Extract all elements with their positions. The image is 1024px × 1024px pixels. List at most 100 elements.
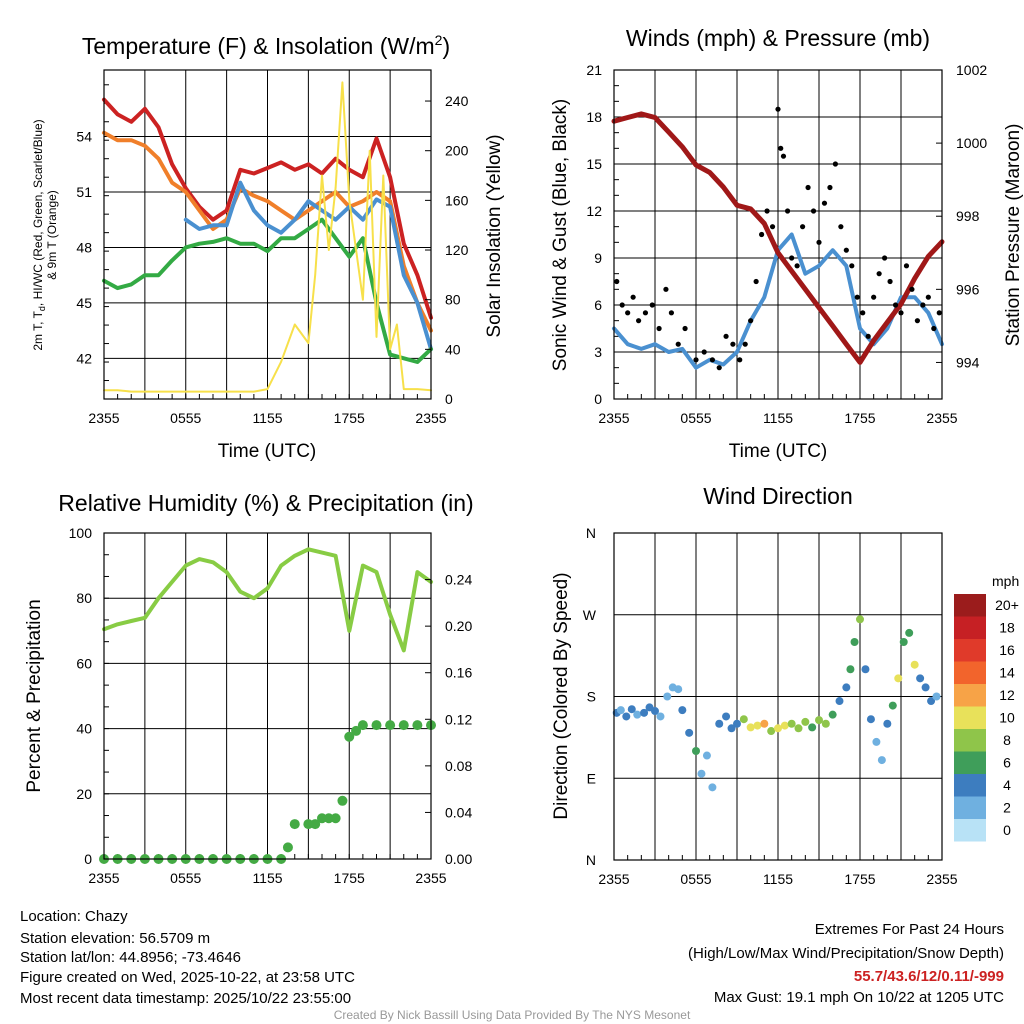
direction-point (767, 727, 776, 736)
y-tick-label: N (586, 852, 596, 868)
gust-point (709, 357, 716, 363)
y-tick-label: 0 (84, 851, 92, 867)
y-tick-label: 15 (586, 156, 602, 172)
direction-point (780, 721, 789, 730)
direction-point (815, 716, 823, 725)
direction-point (899, 638, 908, 646)
y-tick-label: 51 (76, 184, 92, 200)
x-tick-label: 1755 (844, 871, 875, 887)
direction-point (702, 751, 711, 760)
direction-point (787, 719, 796, 728)
info-location: Location: Chazy (20, 908, 128, 925)
colorbar-label: 10 (999, 710, 1015, 726)
colorbar-label: 6 (1003, 755, 1011, 771)
direction-point (910, 660, 919, 669)
info-created: Figure created on Wed, 2025-10-22, at 23… (20, 969, 355, 986)
y-right-tick-label: 0.04 (445, 804, 472, 820)
direction-point (894, 674, 903, 683)
direction-point (856, 615, 864, 624)
y-right-tick-label: 200 (445, 143, 469, 159)
direction-point (801, 717, 810, 726)
colorbar-label: 14 (999, 665, 1015, 681)
precipitation-point (310, 819, 321, 830)
direction-point (727, 724, 736, 733)
direction-point (674, 685, 683, 694)
direction-point (708, 783, 717, 792)
direction-point (835, 697, 844, 706)
colorbar-label: 20+ (995, 597, 1019, 613)
y-right-tick-label: 0.00 (445, 851, 472, 867)
direction-point (627, 705, 636, 714)
direction-point (927, 697, 936, 706)
temperature-xlabel: Time (UTC) (218, 441, 317, 462)
direction-point (921, 683, 930, 692)
temperature-panel: Temperature (F) & Insolation (W/m2) 2355… (31, 32, 505, 462)
y-tick-label: 100 (69, 525, 93, 541)
precipitation-point (357, 720, 368, 731)
station-info: Location: Chazy Station elevation: 56.57… (20, 908, 355, 1007)
direction-point (905, 628, 914, 637)
wind-direction-frame (613, 532, 943, 861)
gust-point (898, 310, 904, 316)
gust-point (925, 294, 931, 300)
x-tick-label: 2355 (415, 410, 446, 426)
gust-point (693, 357, 699, 363)
y-right-tick-label: 998 (956, 208, 980, 224)
x-tick-label: 2355 (926, 410, 957, 426)
y-tick-label: 48 (76, 239, 92, 255)
gust-point (701, 349, 707, 355)
colorbar-label: 0 (1003, 822, 1011, 838)
direction-point (697, 769, 706, 778)
x-tick-label: 2355 (88, 410, 119, 426)
y-tick-label: 54 (76, 129, 92, 145)
gust-point (892, 302, 899, 308)
y-right-tick-label: 80 (445, 292, 461, 308)
x-tick-label: 1155 (252, 410, 282, 426)
direction-point (622, 712, 631, 721)
station-pressure-line (611, 111, 945, 365)
colorbar-label: 4 (1003, 777, 1011, 793)
direction-point (685, 728, 694, 737)
y-right-tick-label: 0.20 (445, 618, 472, 634)
info-recent: Most recent data timestamp: 2025/10/22 2… (20, 990, 351, 1007)
gust-point (882, 255, 888, 261)
x-tick-label: 2355 (598, 871, 629, 887)
gust-point (668, 310, 675, 316)
y-tick-label: 45 (76, 295, 92, 311)
gust-point (865, 333, 871, 339)
gust-point (832, 161, 839, 167)
y-tick-label: 21 (586, 62, 602, 78)
y-right-tick-label: 40 (445, 341, 461, 357)
winds-frame (613, 69, 943, 400)
9m-temperature-line (102, 130, 433, 333)
y-tick-label: 3 (594, 344, 602, 360)
temperature-title: Temperature (F) & Insolation (W/m2) (82, 32, 450, 59)
humidity-panel: Relative Humidity (%) & Precipitation (i… (24, 490, 474, 886)
colorbar-label: 18 (999, 620, 1015, 636)
blue-t-wc--line (183, 180, 433, 352)
winds-ylabel-left: Sonic Wind & Gust (Blue, Black) (550, 99, 571, 371)
precipitation-point (351, 725, 362, 736)
direction-point (794, 724, 803, 733)
gust-point (737, 357, 743, 363)
gust-point (821, 200, 828, 206)
y-tick-label: S (587, 689, 596, 705)
solar-insolation-line (103, 81, 432, 393)
precipitation-point (412, 720, 423, 731)
gust-point (903, 263, 910, 269)
direction-point (774, 724, 782, 733)
gust-point (675, 341, 681, 347)
colorbar-swatch (954, 706, 986, 729)
gust-point (682, 325, 688, 332)
gust-point (931, 325, 937, 332)
y-tick-label: N (586, 525, 596, 541)
precipitation-point (289, 819, 300, 830)
direction-point (746, 723, 755, 732)
gust-point (742, 341, 748, 347)
gust-point (780, 153, 787, 159)
gust-point (794, 263, 800, 269)
direction-point (808, 723, 817, 732)
winds-panel: Winds (mph) & Pressure (mb) 2355 0555 1155… (550, 25, 1024, 462)
colorbar-swatch (954, 819, 986, 842)
y-right-tick-label: 0.12 (445, 711, 472, 727)
